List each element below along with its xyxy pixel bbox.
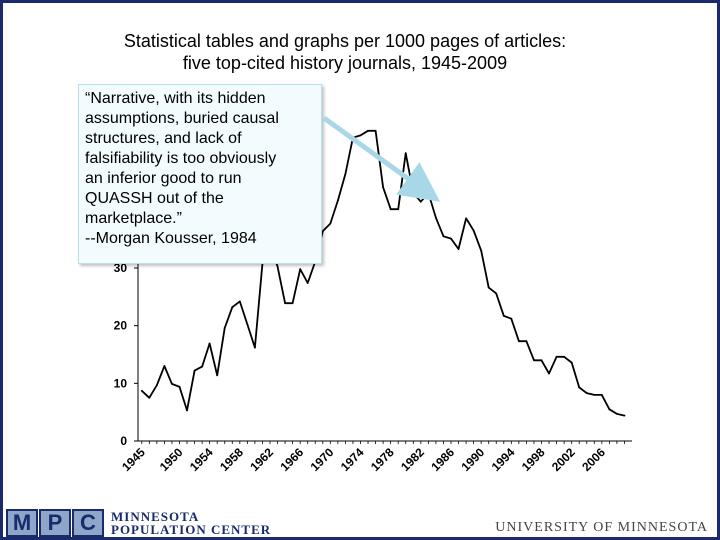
data-point	[299, 268, 302, 271]
data-point	[548, 372, 550, 375]
data-point	[178, 385, 181, 388]
quote-attribution: --Morgan Kousser, 1984	[85, 230, 257, 247]
org-name-line-2: POPULATION CENTER	[111, 522, 272, 537]
data-point	[140, 389, 143, 392]
data-point	[533, 359, 535, 362]
data-point	[163, 365, 166, 367]
quote-line: falsifiability is too obviously	[85, 150, 277, 167]
data-point	[382, 186, 384, 189]
data-point	[502, 315, 505, 317]
data-point	[186, 409, 188, 412]
data-point	[472, 229, 475, 232]
data-point	[276, 265, 279, 268]
quote-line: structures, and lack of	[85, 130, 242, 147]
data-point	[359, 134, 362, 137]
data-point	[555, 355, 558, 358]
y-tick-label: 0	[120, 434, 127, 448]
slide-title: Statistical tables and graphs per 1000 p…	[60, 30, 630, 74]
data-point	[510, 317, 513, 320]
footer: M P C MINNESOTA POPULATION CENTER UNIVER…	[0, 506, 720, 540]
quote-line: an inferior good to run	[85, 170, 242, 187]
data-point	[540, 359, 543, 362]
y-tick-label: 20	[114, 319, 128, 333]
data-point	[465, 217, 467, 220]
data-point	[593, 394, 596, 396]
data-point	[254, 346, 256, 349]
data-point	[223, 327, 226, 329]
org-name-line-1: MINNESOTA	[111, 509, 200, 524]
university-name: UNIVERSITY OF MINNESOTA	[495, 520, 708, 535]
data-point	[337, 199, 339, 202]
quote-line: assumptions, buried causal	[85, 110, 279, 127]
data-point	[600, 394, 603, 396]
data-point	[231, 306, 234, 309]
data-point	[397, 208, 400, 211]
y-tick-label: 10	[114, 376, 128, 390]
quote-line: marketplace.”	[85, 210, 182, 227]
y-tick-label: 30	[114, 261, 128, 275]
data-point	[487, 286, 490, 289]
quote-line: “Narrative, with its hidden	[85, 90, 266, 107]
y-tick-labels: 0 10 20 30	[114, 261, 138, 448]
data-point	[442, 235, 445, 238]
data-point	[578, 386, 581, 389]
data-point	[344, 173, 347, 175]
data-point	[374, 129, 377, 132]
data-point	[306, 282, 309, 284]
logo-letter: C	[72, 509, 104, 537]
data-point	[171, 383, 173, 385]
data-point	[518, 340, 520, 343]
data-point	[435, 216, 437, 219]
data-point	[329, 222, 332, 225]
data-point	[208, 342, 211, 345]
data-point	[457, 248, 460, 250]
quote-box: “Narrative, with its hidden assumptions,…	[78, 84, 322, 264]
data-point	[216, 374, 219, 377]
data-point	[608, 408, 611, 411]
data-point	[495, 292, 498, 295]
data-point	[291, 302, 294, 305]
data-point	[156, 384, 158, 386]
logo-letter: P	[39, 509, 71, 537]
data-point	[480, 249, 483, 252]
mpc-logo: M P C MINNESOTA POPULATION CENTER	[6, 509, 272, 537]
logo-letter: M	[6, 509, 38, 537]
data-point	[525, 340, 528, 343]
data-point	[404, 152, 407, 155]
data-point	[148, 396, 151, 399]
data-point	[367, 129, 369, 132]
data-point	[616, 413, 618, 415]
data-point	[201, 365, 204, 368]
title-line-1: Statistical tables and graphs per 1000 p…	[123, 31, 567, 51]
data-point	[389, 208, 392, 211]
pointer-arrow	[322, 115, 441, 202]
data-point	[321, 230, 324, 233]
data-point	[585, 392, 588, 394]
title-line-2: five top-cited history journals, 1945-20…	[182, 53, 508, 73]
quote-line: QUASSH out of the	[85, 190, 224, 207]
data-point	[450, 237, 452, 240]
data-point	[563, 355, 565, 358]
data-point	[623, 414, 626, 417]
data-point	[238, 300, 241, 303]
data-point	[284, 302, 286, 305]
data-point	[246, 323, 249, 326]
data-point	[193, 369, 196, 372]
data-point	[570, 361, 573, 364]
